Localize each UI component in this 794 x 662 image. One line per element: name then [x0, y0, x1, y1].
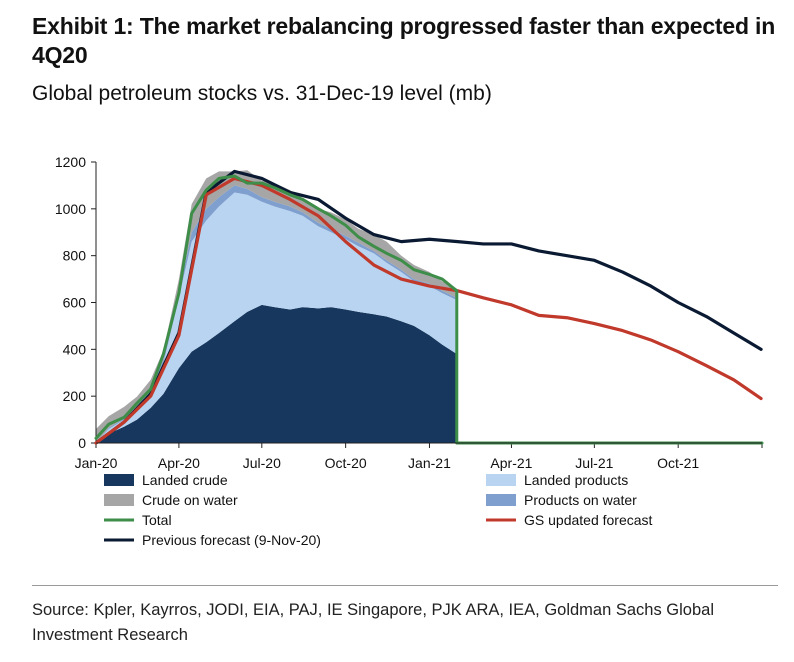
legend-label-gs-updated-forecast: GS updated forecast: [524, 512, 653, 528]
x-tick-label: Jul-20: [243, 455, 281, 471]
legend-swatch-landed-crude: [104, 474, 134, 486]
y-tick-label: 1200: [55, 154, 86, 170]
legend-swatch-products-on-water: [486, 494, 516, 506]
y-tick-label: 600: [63, 295, 87, 311]
x-tick-label: Apr-20: [158, 455, 200, 471]
line-total: [94, 174, 764, 445]
chart-title: Exhibit 1: The market rebalancing progre…: [32, 13, 776, 68]
legend-swatch-crude-on-water: [104, 494, 134, 506]
area-landed-crude: [96, 304, 457, 443]
divider: [32, 585, 778, 586]
x-tick-label: Jul-21: [575, 455, 613, 471]
y-tick-label: 400: [63, 341, 87, 357]
x-tick-label: Jan-21: [408, 455, 451, 471]
y-tick-label: 1000: [55, 201, 86, 217]
legend-label-landed-products: Landed products: [524, 472, 628, 488]
y-tick-label: 0: [78, 435, 86, 451]
x-tick-label: Oct-20: [325, 455, 367, 471]
chart: 0 200 400 600 800 1000 1200 Jan-20 Apr-20 Jul-20 O…: [55, 154, 764, 548]
area-products-on-water: [96, 185, 457, 443]
legend-label-products-on-water: Products on water: [524, 492, 637, 508]
area-landed-products: [96, 192, 457, 443]
y-tick-label: 200: [63, 388, 87, 404]
line-gs-updated-forecast: [94, 176, 763, 445]
x-tick-label: Jan-20: [75, 455, 118, 471]
chart-subtitle: Global petroleum stocks vs. 31-Dec-19 le…: [32, 82, 492, 105]
x-tick-label: Apr-21: [490, 455, 532, 471]
legend-label-crude-on-water: Crude on water: [142, 492, 238, 508]
legend-label-landed-crude: Landed crude: [142, 472, 228, 488]
x-tick-label: Oct-21: [657, 455, 699, 471]
legend-swatch-landed-products: [486, 474, 516, 486]
source-note: Source: Kpler, Kayrros, JODI, EIA, PAJ, …: [32, 601, 714, 644]
legend-label-previous-forecast-9-nov-20: Previous forecast (9-Nov-20): [142, 532, 321, 548]
legend-label-total: Total: [142, 512, 172, 528]
y-tick-label: 800: [63, 248, 87, 264]
